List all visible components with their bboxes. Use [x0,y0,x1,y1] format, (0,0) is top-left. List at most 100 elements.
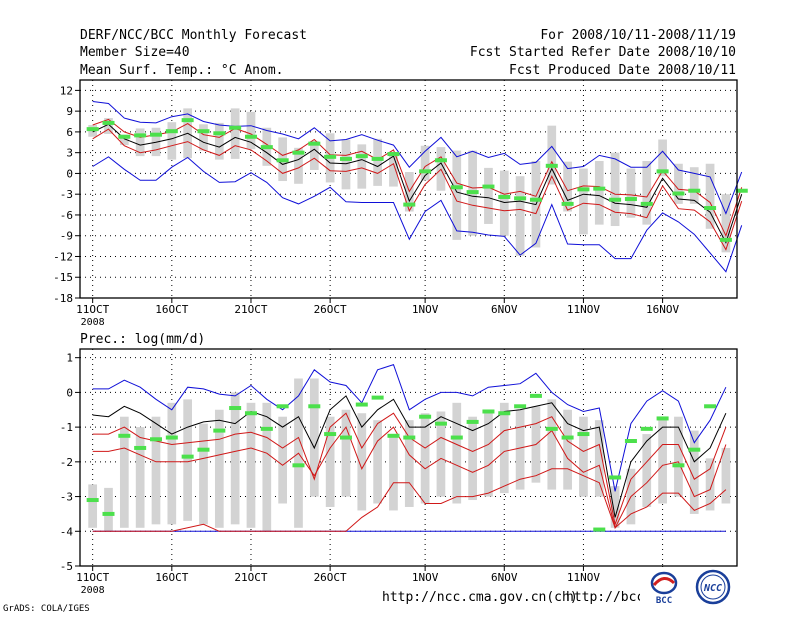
temp-box [626,168,636,218]
temp-xtick-label: 16OCT [155,303,188,316]
prec-median-mark [149,437,162,442]
prec-median-mark [688,447,701,452]
ncc-logo-text: NCC [703,583,722,594]
temp-median-mark [434,158,447,163]
prec-box [579,416,588,497]
footer-url-ch[interactable]: http://ncc.cma.gov.cn(ch) [382,590,578,605]
prec-mean-line [92,395,727,518]
prec-median-mark [434,421,447,426]
prec-xtick-label: 11NOV [567,571,600,584]
temp-xtick-label: 1NOV [412,303,439,316]
temp-median-mark [102,120,115,125]
temp-median-mark [324,154,337,159]
header-member-size: Member Size=40 [80,45,190,60]
temp-median-mark [514,196,527,201]
header-fcst-started: Fcst Started Refer Date 2008/10/10 [469,45,736,60]
temp-ytick-label: -12 [53,250,73,263]
temp-median-mark [165,129,178,134]
temp-ytick-label: 6 [66,126,73,139]
temp-median-mark [450,185,463,190]
temp-median-mark [609,197,622,202]
prec-box [642,434,652,507]
temp-box [547,125,557,185]
header-variable: Mean Surf. Temp.: °C Anom. [80,63,284,78]
prec-box [389,434,398,511]
prec-box [499,402,509,494]
prec-box [547,399,557,490]
temp-median-mark [86,127,99,132]
prec-ytick-label: -2 [60,456,73,469]
temp-ytick-label: -6 [60,209,73,222]
prec-median-mark [324,432,337,437]
prec-plot: -5 -4 -3 -2 -1 0 1 11OCT 16OCT 21OCT 26OCT 1NOV 6NOV… [60,348,738,596]
prec-box [658,416,667,504]
prec-median-mark [672,463,685,468]
prec-box [278,416,287,504]
prec-median-mark [165,435,178,440]
temp-median-mark [545,163,558,168]
temp-box [452,150,462,240]
temp-median-mark [482,184,495,189]
temp-median-mark [719,237,732,242]
footer-url-bcc[interactable]: http://bcc. [566,590,653,605]
temp-ytick-label: 12 [60,84,73,97]
temp-xtick-label: 16NOV [646,303,679,316]
prec-xtick-label: 21OCT [234,571,267,584]
prec-box [452,402,462,504]
temp-median-mark [593,186,606,191]
prec-median-mark [529,393,542,398]
temp-sd-lower-line [92,128,743,251]
prec-median-mark [276,404,289,409]
prec-median-mark [545,426,558,431]
prec-median-mark [577,432,590,437]
header-fcst-produced: Fcst Produced Date 2008/10/11 [509,63,736,78]
prec-median-mark [561,435,574,440]
temp-box [341,139,351,190]
prec-box [610,486,620,528]
prec-box [689,430,699,514]
temp-ytick-label: -3 [60,188,73,201]
temp-median-mark [688,188,701,193]
prec-median-mark [260,426,273,431]
temp-median-mark [308,141,321,146]
bcc-logo-text: BCC [656,596,672,606]
prec-median-mark [86,498,99,503]
temp-box [199,124,208,151]
temp-xtick-label: 11NOV [567,303,600,316]
prec-box [594,420,604,497]
temp-box [705,163,715,229]
prec-median-mark [197,447,210,452]
prec-ytick-label: -1 [60,421,73,434]
prec-frame [79,348,738,567]
grads-credit: GrADS: COLA/IGES [3,604,90,614]
temp-median-mark [704,206,717,211]
prec-median-mark [466,419,479,424]
temp-mean-line [92,123,743,244]
temp-xtick-label: 11OCT [76,303,109,316]
prec-xtick-label: 16OCT [155,571,188,584]
temp-ytick-label: 3 [66,147,73,160]
temp-xtick-label: 6NOV [491,303,518,316]
temp-box [104,118,113,134]
temp-frame [79,79,738,299]
temp-median-mark [371,156,384,161]
temp-median-mark [419,169,432,174]
temp-box [389,153,398,187]
temp-box [610,152,620,227]
prec-median-mark [514,404,527,409]
prec-median-mark [134,445,147,450]
temp-box [579,168,588,235]
temp-plot: -18 -15 -12 -9 -6 -3 0 3 6 9 12 11OCT 16OCT 21OCT 26OC… [53,79,748,328]
prec-median-mark [371,395,384,400]
temp-box [135,128,145,157]
temp-median-mark [134,133,147,138]
prec-median-mark [118,433,131,438]
temp-median-mark [118,134,131,139]
temp-median-mark [624,197,637,202]
prec-box [674,416,683,497]
temp-box [119,134,129,146]
prec-median-mark [593,527,606,532]
prec-ytick-label: -5 [60,560,73,573]
